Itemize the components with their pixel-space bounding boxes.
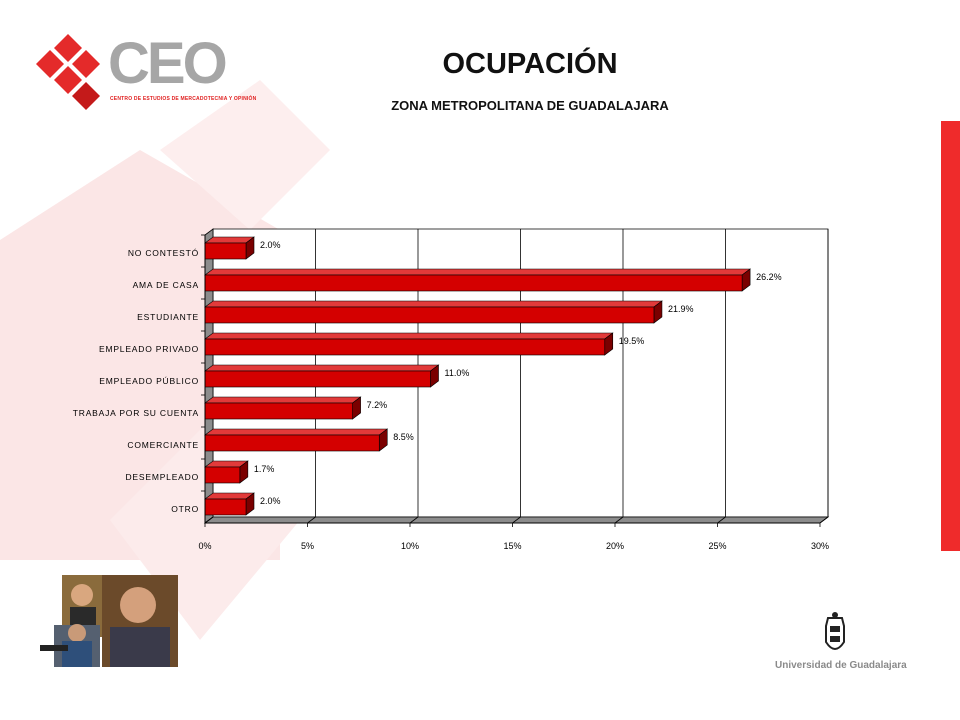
- bar: [204, 338, 606, 356]
- ceo-logo-icon: [36, 34, 100, 110]
- bar: [204, 434, 380, 452]
- right-accent-bar: [941, 121, 960, 551]
- x-tick-label: 0%: [198, 541, 211, 551]
- page-subtitle: ZONA METROPOLITANA DE GUADALAJARA: [391, 98, 669, 113]
- bar-value-label: 7.2%: [367, 400, 388, 410]
- floor-gridline: [819, 516, 829, 524]
- floor-gridline: [717, 516, 726, 524]
- category-label: OTRO: [171, 504, 199, 514]
- floor-gridline: [512, 516, 521, 524]
- x-tick-label: 20%: [606, 541, 624, 551]
- bar-value-label: 8.5%: [393, 432, 414, 442]
- university-logo: Universidad de Guadalajara: [760, 612, 910, 672]
- bar: [204, 242, 247, 260]
- category-label: TRABAJA POR SU CUENTA: [73, 408, 199, 418]
- people-photo-collage: [40, 575, 178, 667]
- category-label: EMPLEADO PRIVADO: [99, 344, 199, 354]
- category-label: COMERCIANTE: [127, 440, 199, 450]
- bar-top: [204, 428, 389, 436]
- category-label: ESTUDIANTE: [137, 312, 199, 322]
- x-tick-label: 5%: [301, 541, 314, 551]
- x-tick-label: 10%: [401, 541, 419, 551]
- bar-value-label: 1.7%: [254, 464, 275, 474]
- x-tick-label: 15%: [503, 541, 521, 551]
- bar: [204, 498, 247, 516]
- category-label: NO CONTESTÓ: [128, 248, 199, 258]
- floor-gridline: [409, 516, 419, 524]
- bar-value-label: 2.0%: [260, 240, 281, 250]
- bar-value-label: 11.0%: [445, 368, 470, 378]
- bar-top: [204, 300, 663, 308]
- bar-value-label: 19.5%: [619, 336, 645, 346]
- bar-value-label: 26.2%: [756, 272, 782, 282]
- bar-value-label: 21.9%: [668, 304, 694, 314]
- category-label: AMA DE CASA: [133, 280, 199, 290]
- university-name: Universidad de Guadalajara: [775, 660, 907, 671]
- bar: [204, 274, 743, 292]
- x-tick-label: 25%: [708, 541, 726, 551]
- ceo-logo: CEO CENTRO DE ESTUDIOS DE MERCADOTECNIA …: [30, 28, 260, 112]
- floor-gridline: [614, 516, 624, 524]
- bar-top: [204, 396, 362, 404]
- ceo-logo-subtitle: CENTRO DE ESTUDIOS DE MERCADOTECNIA Y OP…: [110, 96, 257, 102]
- floor-gridline: [307, 516, 316, 524]
- bar: [204, 370, 431, 388]
- bar-top: [204, 236, 255, 244]
- category-label: EMPLEADO PÚBLICO: [99, 376, 199, 386]
- bar: [204, 306, 655, 324]
- bar-value-label: 2.0%: [260, 496, 281, 506]
- category-label: DESEMPLEADO: [125, 472, 199, 482]
- bar-top: [204, 268, 751, 276]
- bar-top: [204, 364, 440, 372]
- bar: [204, 466, 241, 484]
- x-tick-label: 30%: [811, 541, 829, 551]
- ceo-logo-text: CEO: [108, 31, 228, 96]
- floor-gridline: [204, 516, 214, 524]
- bar-top: [204, 332, 614, 340]
- university-crest-icon: [825, 612, 845, 650]
- bar-top: [204, 492, 255, 500]
- page-title: OCUPACIÓN: [442, 48, 618, 80]
- bar: [204, 402, 353, 420]
